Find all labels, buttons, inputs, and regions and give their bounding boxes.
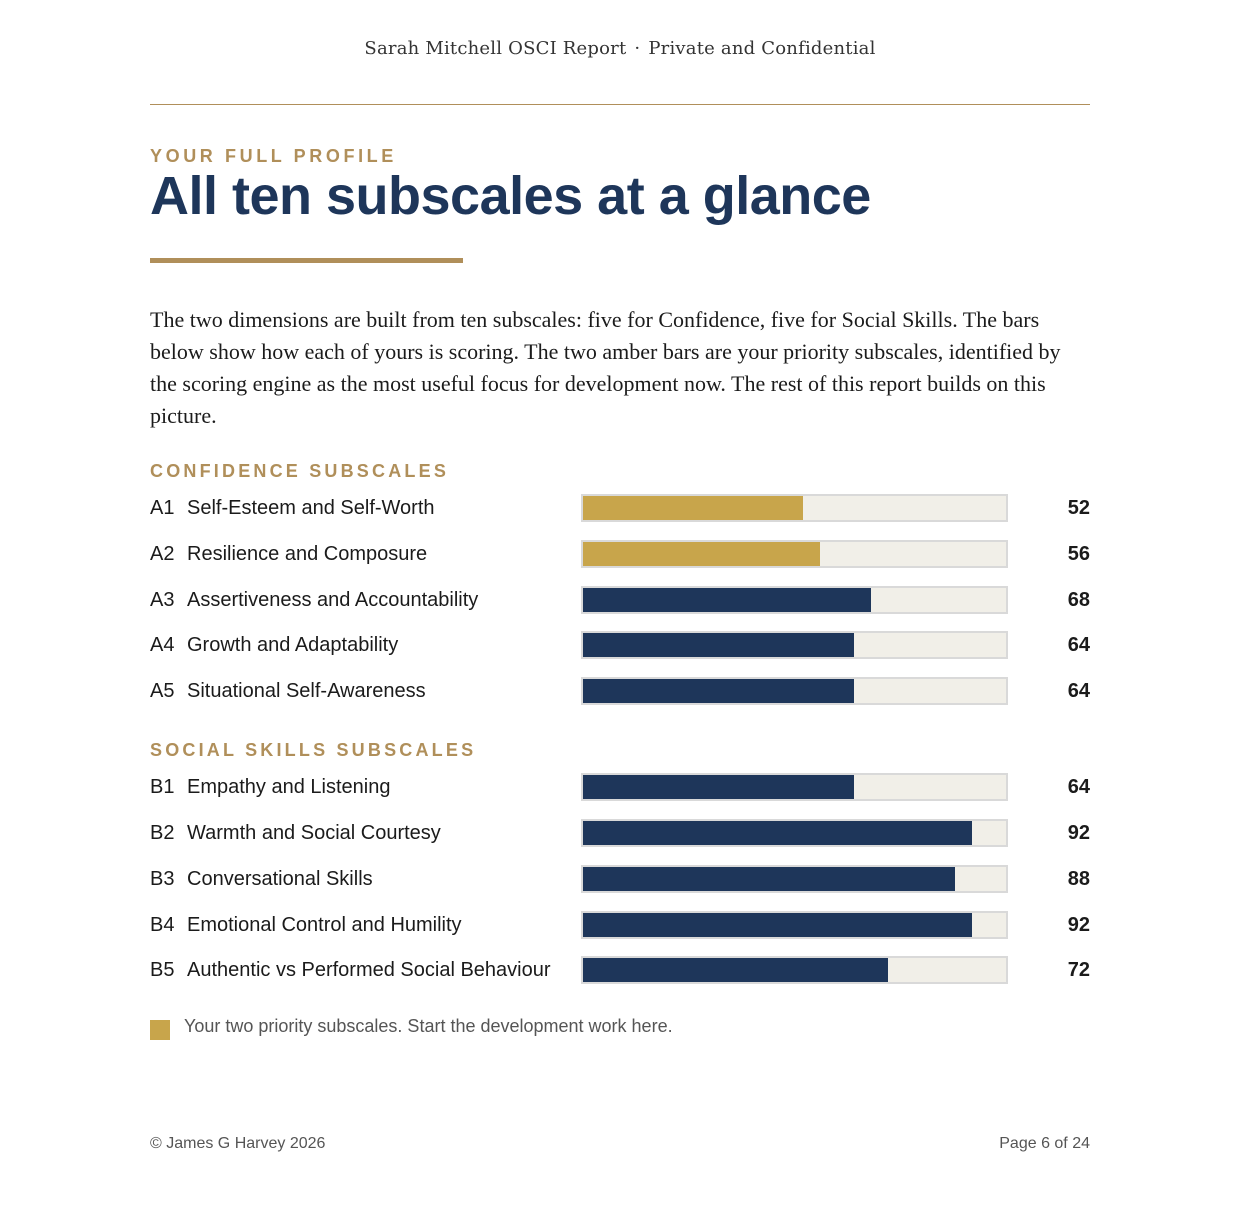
score-bar-track	[581, 677, 1008, 705]
subscale-code: B3	[150, 868, 175, 890]
score-bar-track	[581, 540, 1008, 568]
score-bar	[583, 588, 871, 612]
subscale-row-a5: A5 Situational Self-Awareness 64	[150, 676, 1090, 706]
subscale-label: B2 Warmth and Social Courtesy	[150, 818, 441, 848]
title-underline	[150, 258, 463, 263]
subscale-code: A5	[150, 680, 175, 702]
copyright-notice: © James G Harvey 2026	[150, 1135, 326, 1152]
score-bar	[583, 496, 803, 520]
intro-paragraph: The two dimensions are built from ten su…	[150, 307, 1061, 428]
score-bar-track	[581, 819, 1008, 847]
subscale-name: Conversational Skills	[187, 868, 373, 890]
subscale-row-a3: A3 Assertiveness and Accountability 68	[150, 585, 1090, 615]
section-eyebrow: YOUR FULL PROFILE	[150, 146, 397, 166]
report-title: Sarah Mitchell OSCI Report	[364, 38, 627, 59]
subscale-code: A4	[150, 634, 175, 656]
subscale-row-b2: B2 Warmth and Social Courtesy 92	[150, 818, 1090, 848]
subscale-name: Assertiveness and Accountability	[187, 589, 479, 611]
header-separator: ·	[634, 38, 641, 59]
legend-text: Your two priority subscales. Start the d…	[184, 1016, 673, 1036]
subscale-name: Situational Self-Awareness	[187, 680, 426, 702]
subscale-name: Growth and Adaptability	[187, 634, 399, 656]
subscale-label: A1 Self-Esteem and Self-Worth	[150, 493, 435, 523]
subscale-label: A3 Assertiveness and Accountability	[150, 585, 478, 615]
subscale-code: B2	[150, 822, 175, 844]
header-divider	[150, 104, 1090, 105]
subscale-code: B4	[150, 914, 175, 936]
subscale-row-b1: B1 Empathy and Listening 64	[150, 772, 1090, 802]
subscale-code: A2	[150, 543, 175, 565]
score-bar	[583, 633, 854, 657]
subscale-row-a4: A4 Growth and Adaptability 64	[150, 630, 1090, 660]
subscale-name: Empathy and Listening	[187, 776, 391, 798]
subscale-score: 88	[1067, 868, 1090, 890]
subscale-label: B3 Conversational Skills	[150, 864, 373, 894]
subscale-score: 72	[1067, 959, 1090, 981]
subscale-label: A5 Situational Self-Awareness	[150, 676, 426, 706]
report-page: Sarah Mitchell OSCI Report · Private and C…	[150, 0, 1090, 1221]
confidentiality-label: Private and Confidential	[648, 38, 876, 59]
subscale-name: Resilience and Composure	[187, 543, 428, 565]
confidence-subscales-heading: CONFIDENCE SUBSCALES	[150, 461, 450, 481]
subscale-row-a2: A2 Resilience and Composure 56	[150, 539, 1090, 569]
social-skills-subscales-heading: SOCIAL SKILLS SUBSCALES	[150, 740, 477, 760]
priority-swatch	[150, 1020, 170, 1040]
subscale-score: 68	[1067, 589, 1090, 611]
page-title: All ten subscales at a glance	[150, 166, 871, 226]
score-bar-track	[581, 586, 1008, 614]
subscale-score: 52	[1067, 497, 1090, 519]
subscale-row-a1: A1 Self-Esteem and Self-Worth 52	[150, 493, 1090, 523]
subscale-score: 64	[1067, 680, 1090, 702]
score-bar-track	[581, 911, 1008, 939]
subscale-score: 64	[1067, 634, 1090, 656]
score-bar-track	[581, 865, 1008, 893]
subscale-score: 92	[1067, 914, 1090, 936]
score-bar	[583, 867, 956, 891]
subscale-label: B5 Authentic vs Performed Social Behaviou…	[150, 955, 551, 985]
subscale-name: Authentic vs Performed Social Behaviour	[187, 959, 551, 981]
subscale-name: Self-Esteem and Self-Worth	[187, 497, 435, 519]
score-bar	[583, 775, 854, 799]
subscale-code: B5	[150, 959, 175, 981]
subscale-label: A2 Resilience and Composure	[150, 539, 427, 569]
page-number: Page 6 of 24	[999, 1135, 1090, 1152]
subscale-row-b5: B5 Authentic vs Performed Social Behaviou…	[150, 955, 1090, 985]
subscale-label: B4 Emotional Control and Humility	[150, 910, 462, 940]
subscale-name: Emotional Control and Humility	[187, 914, 462, 936]
score-bar-track	[581, 956, 1008, 984]
subscale-label: A4 Growth and Adaptability	[150, 630, 398, 660]
score-bar	[583, 821, 973, 845]
subscale-name: Warmth and Social Courtesy	[187, 822, 441, 844]
subscale-row-b4: B4 Emotional Control and Humility 92	[150, 910, 1090, 940]
score-bar	[583, 958, 888, 982]
score-bar-track	[581, 773, 1008, 801]
subscale-label: B1 Empathy and Listening	[150, 772, 390, 802]
subscale-score: 56	[1067, 543, 1090, 565]
subscale-code: A1	[150, 497, 175, 519]
score-bar	[583, 913, 973, 937]
score-bar	[583, 542, 820, 566]
subscale-code: A3	[150, 589, 175, 611]
subscale-code: B1	[150, 776, 175, 798]
subscale-score: 92	[1067, 822, 1090, 844]
score-bar-track	[581, 631, 1008, 659]
subscale-row-b3: B3 Conversational Skills 88	[150, 864, 1090, 894]
running-header: Sarah Mitchell OSCI Report · Private and C…	[150, 38, 1090, 59]
score-bar-track	[581, 494, 1008, 522]
score-bar	[583, 679, 854, 703]
subscale-score: 64	[1067, 776, 1090, 798]
